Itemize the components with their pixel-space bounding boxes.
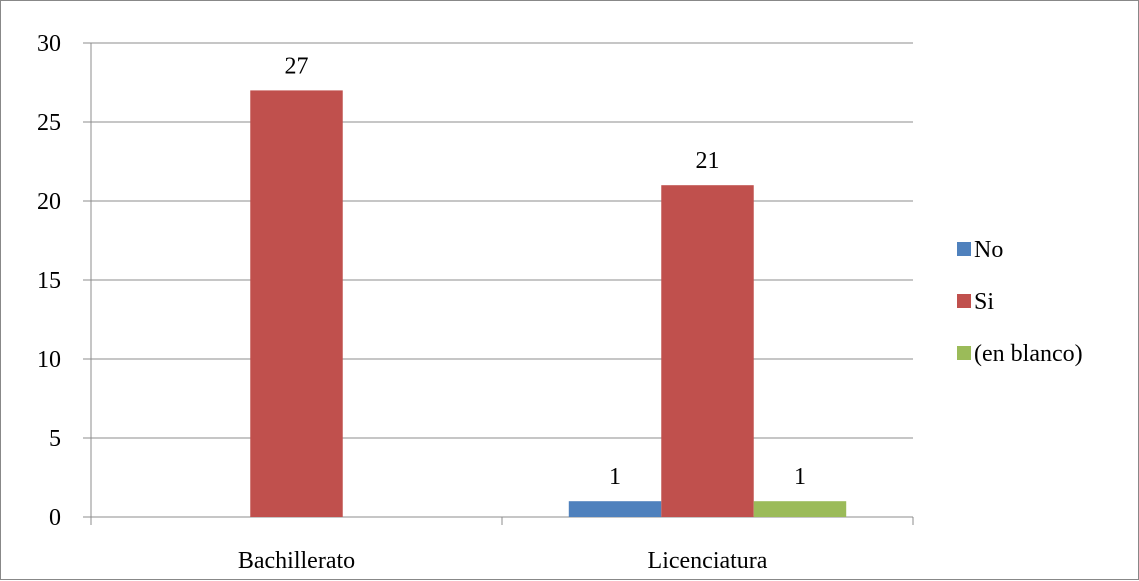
data-labels: 27 1 21 1 <box>285 53 806 490</box>
bar-en-blanco-1 <box>753 501 847 517</box>
y-tick-label: 25 <box>37 110 61 136</box>
legend: No Si (en blanco) <box>957 237 1083 367</box>
data-label: 27 <box>285 53 309 79</box>
bars <box>250 90 847 518</box>
legend-label: Si <box>974 289 994 315</box>
y-tick-label: 10 <box>37 347 61 373</box>
category-label: Bachillerato <box>238 548 355 574</box>
legend-swatch <box>957 294 971 308</box>
y-tick-label: 0 <box>49 505 61 531</box>
legend-swatch <box>957 346 971 360</box>
bar-no-1 <box>568 501 662 517</box>
category-label: Licenciatura <box>648 548 768 574</box>
bar-si-0 <box>250 90 343 518</box>
y-tick-label: 5 <box>49 426 61 452</box>
y-tick-label: 15 <box>37 268 61 294</box>
gridlines <box>91 42 913 439</box>
data-label: 1 <box>794 464 806 490</box>
y-tick-label: 30 <box>37 31 61 57</box>
axes: 0 5 10 15 20 25 30 Bachillerato Licenciatura <box>37 31 914 574</box>
legend-swatch <box>957 242 971 256</box>
data-label: 21 <box>696 148 720 174</box>
y-tick-label: 20 <box>37 189 61 215</box>
bar-si-1 <box>661 185 754 517</box>
legend-label: (en blanco) <box>974 341 1083 367</box>
data-label: 1 <box>609 464 621 490</box>
legend-label: No <box>974 237 1003 263</box>
